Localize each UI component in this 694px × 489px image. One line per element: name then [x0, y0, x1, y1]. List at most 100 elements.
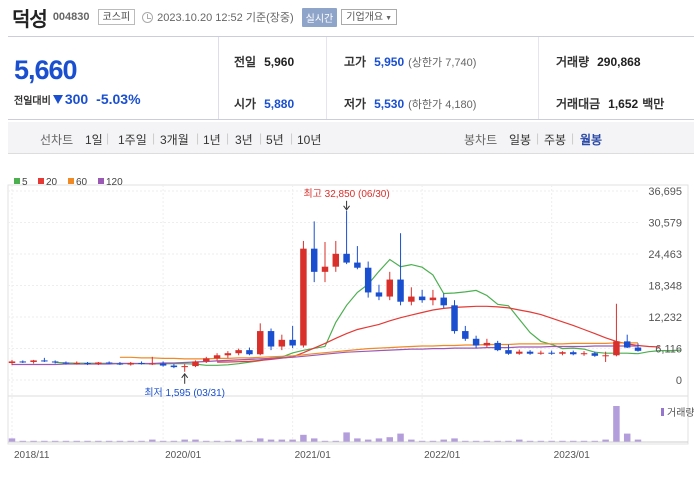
volume-bar [386, 437, 393, 442]
volume-bar [73, 440, 80, 442]
volume-bar [51, 440, 59, 442]
candle-body [613, 341, 620, 356]
price-box: 5,660 전일대비 300 -5.03% [8, 37, 219, 119]
candle-body [429, 297, 437, 301]
volume-label: 거래량 [556, 55, 590, 69]
volume-bar [472, 440, 480, 442]
volume-bar [429, 440, 437, 442]
legend-entry: 120 [106, 177, 123, 188]
candle-monthly[interactable]: 월봉 [580, 133, 603, 147]
volume-bar [602, 439, 609, 442]
period-1w[interactable]: 1주일 [118, 133, 147, 147]
volume-bar [95, 440, 102, 442]
volume-bar [559, 440, 566, 442]
stat-open: 시가 5,880 [234, 95, 294, 112]
candle-daily[interactable]: 일봉 [509, 133, 532, 147]
period-separator: | [259, 131, 263, 145]
high-value: 5,950 [374, 55, 405, 69]
candle-body [526, 351, 534, 354]
stock-name[interactable]: 덕성 [12, 8, 48, 31]
volume-bar [634, 439, 642, 442]
period-3m[interactable]: 3개월 [160, 133, 189, 147]
clock-icon [142, 11, 154, 23]
candle-body [213, 355, 221, 359]
candle-body [483, 342, 491, 346]
legend-swatch [14, 178, 20, 184]
chevron-down-icon: ▼ [385, 15, 392, 22]
chart-frame [7, 184, 689, 445]
low-value: 5,530 [374, 97, 405, 111]
candle-body [73, 363, 80, 365]
candle-body [192, 361, 199, 367]
volume-bar [408, 439, 415, 442]
candle-body [364, 267, 372, 293]
candle-body [623, 341, 631, 348]
period-3y[interactable]: 3년 [235, 133, 253, 147]
stat-high: 고가 5,950 (상한가 7,740) [344, 53, 476, 70]
quote-panel: 5,660 전일대비 300 -5.03% 전일 5,960 고가 5,950 … [8, 36, 694, 120]
quote-datetime: 2023.10.20 12:52 기준(장중) [157, 12, 294, 24]
period-1y[interactable]: 1년 [203, 133, 221, 147]
volume-bar [548, 440, 555, 442]
candle-body [257, 331, 264, 355]
volume-bar [149, 439, 156, 442]
legend-entry: 60 [76, 177, 88, 188]
change-row: 전일대비 300 -5.03% [14, 91, 141, 107]
candle-body [62, 362, 70, 364]
period-5y[interactable]: 5년 [266, 133, 284, 147]
volume-bar [138, 440, 145, 442]
candles [8, 210, 642, 372]
high-arrow-head [343, 205, 350, 211]
volume-bar [332, 440, 340, 442]
market-badge: 코스피 [97, 9, 136, 25]
realtime-button[interactable]: 실시간 [301, 7, 338, 27]
chart-annotations: 최고 32,850 (06/30) 최저 1,595 (03/31) [144, 188, 389, 399]
candle-body [494, 342, 501, 351]
moving-averages [12, 258, 682, 366]
volume-bar [321, 440, 329, 442]
volume-bar [397, 433, 404, 442]
volume-bar [289, 439, 296, 442]
candle-body [84, 363, 91, 365]
down-arrow-icon [52, 94, 63, 104]
stat-prev-close: 전일 5,960 [234, 53, 294, 70]
chart-axes: 36,695 30,579 24,463 18,348 12,232 6,116 0 2018… [8, 186, 688, 461]
amount-label: 거래대금 [556, 97, 601, 111]
volume-bars: 거래량 [8, 406, 694, 442]
candle-weekly[interactable]: 주봉 [544, 133, 567, 147]
volume-bar [537, 440, 545, 442]
volume-bar [591, 440, 599, 442]
volume-bar [375, 438, 383, 442]
chart-grid [7, 184, 689, 445]
current-price: 5,660 [14, 55, 78, 85]
candle-body [278, 339, 286, 347]
candle-body [159, 363, 167, 366]
candle-body [138, 363, 145, 365]
period-1d[interactable]: 1일 [85, 133, 103, 147]
volume-bar [30, 440, 37, 442]
y-tick-label: 0 [676, 375, 682, 387]
legend-swatch [68, 178, 74, 184]
candle-body [267, 331, 275, 347]
candle-body [386, 279, 393, 297]
change-percent: -5.03% [96, 91, 141, 107]
company-overview-dropdown[interactable]: 기업개요 ▼ [341, 9, 397, 25]
candle-body [343, 253, 350, 263]
volume-bar [418, 440, 426, 442]
candle-body [397, 279, 404, 302]
volume-bar [127, 440, 134, 442]
legend-entry: 20 [46, 177, 58, 188]
candle-body [170, 365, 178, 368]
x-tick-label: 2020/01 [165, 450, 202, 461]
period-10y[interactable]: 10년 [297, 133, 322, 147]
candle-body [451, 305, 458, 332]
legend-entry: 5 [22, 177, 28, 188]
stat-divider [326, 37, 327, 119]
candle-body [354, 262, 361, 268]
x-tick-label: 2018/11 [14, 450, 50, 461]
volume-bar [483, 440, 491, 442]
stock-header: 덕성 004830 코스피 2023.10.20 12:52 기준(장중) 실시… [0, 0, 694, 34]
upper-limit: (상한가 7,740) [408, 57, 477, 69]
period-separator: | [152, 131, 156, 145]
